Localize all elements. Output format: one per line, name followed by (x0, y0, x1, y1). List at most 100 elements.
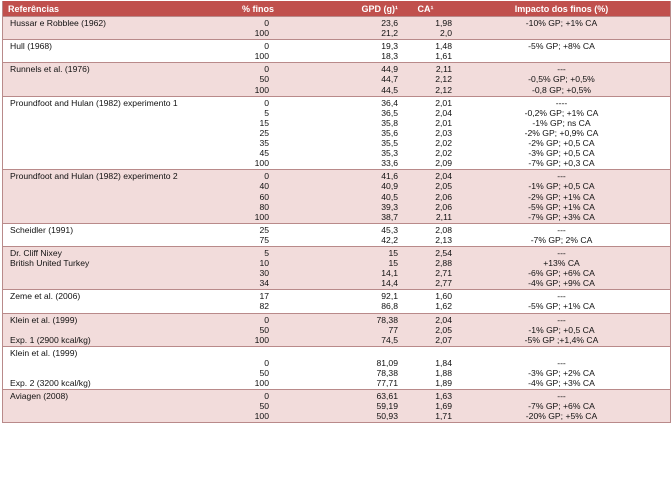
gpd-column: 36,4 36,5 35,8 35,6 35,5 35,3 33,6 (303, 98, 398, 169)
reference-group: Runnels et al. (1976) 0 50 100 44,9 44,7 44,5 2… (3, 62, 670, 96)
ca-column: 1,84 1,88 1,89 (398, 348, 453, 388)
impact-cell: -1% GP; ns CA (532, 117, 591, 128)
reference-cell (10, 74, 208, 84)
ca-cell: 2,05 (435, 324, 452, 335)
ca-cell: 2,71 (435, 268, 452, 279)
impact-cell: -0,8 GP; +0,5% (532, 84, 591, 95)
reference-column: Dr. Cliff Nixey British United Turkey (3, 248, 208, 288)
gpd-cell: 44,9 (381, 64, 398, 75)
gpd-cell: 35,3 (381, 148, 398, 159)
reference-group: Hussar e Robblee (1962) 0 100 23,6 21,2 1,98 2… (3, 16, 670, 40)
ca-cell: 2,54 (435, 247, 452, 258)
ca-cell: 2,08 (435, 224, 452, 235)
impact-cell: -5% GP; +1% CA (528, 301, 595, 312)
reference-column: Proundfoot and Hulan (1982) experimento … (3, 98, 208, 169)
fines-percent-cell: 100 (254, 211, 269, 222)
impact-cell: -7% GP; +3% CA (528, 211, 595, 222)
ca-cell: 1,98 (435, 18, 452, 28)
ca-cell: 2,02 (435, 138, 452, 149)
ca-cell: 1,69 (435, 401, 452, 412)
ca-cell: 1,61 (435, 51, 452, 62)
impact-cell: -4% GP; +9% CA (528, 278, 595, 289)
impact-cell: -7% GP; +6% CA (528, 401, 595, 412)
fines-percent-cell: 60 (259, 191, 269, 202)
impact-cell: --- (557, 224, 566, 235)
reference-cell (10, 301, 208, 311)
ca-cell: 1,71 (435, 411, 452, 422)
reference-cell (10, 148, 208, 158)
reference-cell (10, 128, 208, 138)
reference-group: Aviagen (2008) 0 50 100 63,61 59,19 50,93 1,63 1… (3, 389, 670, 423)
fines-percent-cell: 25 (259, 224, 269, 235)
fines-percent-cell: 0 (264, 97, 269, 108)
gpd-column: 41,6 40,9 40,5 39,3 38,7 (303, 171, 398, 221)
header-references: Referências (8, 3, 60, 14)
ca-column: 2,04 2,05 2,07 (398, 315, 453, 345)
reference-column: Klein et al. (1999) Exp. 1 (2900 kcal/kg) (3, 315, 208, 345)
gpd-cell: 63,61 (376, 391, 398, 402)
impact-cell: --- (557, 291, 566, 302)
reference-cell: Hussar e Robblee (1962) (10, 18, 107, 28)
ca-column: 2,08 2,13 (398, 225, 453, 245)
reference-column: Zeme et al. (2006) (3, 291, 208, 311)
impact-column: --- -7% GP; +6% CA -20% GP; +5% CA (453, 391, 670, 421)
impact-cell: --- (557, 64, 566, 75)
ca-cell: 1,60 (435, 291, 452, 302)
reference-cell (10, 118, 208, 128)
fines-percent-cell: 0 (264, 171, 269, 182)
reference-column: Klein et al. (1999) Exp. 2 (3200 kcal/kg) (3, 348, 208, 388)
gpd-cell: 15 (388, 258, 398, 269)
reference-group: Klein et al. (1999) Exp. 1 (2900 kcal/kg)… (3, 312, 670, 346)
impact-cell: -0,2% GP; +1% CA (524, 107, 599, 118)
fines-percent-column: 25 75 (208, 225, 303, 245)
gpd-column: 23,6 21,2 (303, 18, 398, 38)
ca-column: 1,98 2,0 (398, 18, 453, 38)
impact-cell: --- (557, 391, 566, 402)
ca-cell: 2,01 (435, 117, 452, 128)
ca-cell: 2,03 (435, 127, 452, 138)
ca-cell: 1,63 (435, 391, 452, 402)
reference-group: Dr. Cliff Nixey British United Turkey 5 10 3… (3, 245, 670, 290)
impact-cell: -3% GP; +0,5 CA (528, 148, 595, 159)
header-impact: Impacto dos finos (%) (514, 3, 609, 14)
fines-percent-cell: 100 (254, 84, 269, 95)
reference-cell: Runnels et al. (1976) (10, 64, 90, 75)
reference-group: Zeme et al. (2006) 17 82 92,1 86,8 1,60 1,62 --… (3, 289, 670, 313)
fines-percent-cell: 80 (259, 201, 269, 212)
gpd-cell: 44,5 (381, 84, 398, 95)
reference-column: Scheidler (1991) (3, 225, 208, 245)
fines-percent-column: 0 5 15 25 35 45 100 (208, 98, 303, 169)
ca-cell: 2,04 (435, 314, 452, 325)
reference-column: Proundfoot and Hulan (1982) experimento … (3, 171, 208, 221)
reference-cell: Scheidler (1991) (10, 224, 74, 235)
ca-column: 2,11 2,12 2,12 (398, 64, 453, 94)
fines-percent-cell: 40 (259, 181, 269, 192)
gpd-cell: 40,5 (381, 191, 398, 202)
impact-column: --- -1% GP; +0,5 CA -2% GP; +1% CA -5% GP; … (453, 171, 670, 221)
reference-group: Hull (1968) 0 100 19,3 18,3 1,48 1,61 -5% GP; +… (3, 39, 670, 63)
fines-percent-cell: 100 (254, 378, 269, 389)
reference-cell: Zeme et al. (2006) (10, 291, 81, 302)
gpd-cell: 74,5 (381, 334, 398, 345)
ca-cell: 2,88 (435, 258, 452, 269)
reference-group: Proundfoot and Hulan (1982) experimento … (3, 169, 670, 223)
gpd-cell: 81,09 (376, 357, 398, 368)
gpd-cell: 59,19 (376, 401, 398, 412)
gpd-cell: 77,71 (376, 378, 398, 389)
impact-column: --- -7% GP; 2% CA (453, 225, 670, 245)
reference-cell (10, 325, 208, 335)
gpd-cell: 33,6 (381, 158, 398, 169)
gpd-cell: 92,1 (381, 291, 398, 302)
reference-cell: Dr. Cliff Nixey (10, 247, 62, 258)
fines-percent-cell: 75 (259, 234, 269, 245)
ca-cell: 2,09 (435, 158, 452, 169)
fines-percent-cell: 82 (259, 301, 269, 312)
gpd-cell: 86,8 (381, 301, 398, 312)
fines-percent-cell: 50 (259, 324, 269, 335)
gpd-cell: 45,3 (381, 224, 398, 235)
reference-cell (10, 158, 208, 168)
reference-cell: Proundfoot and Hulan (1982) experimento … (10, 171, 178, 182)
reference-cell (10, 192, 208, 202)
reference-group: Proundfoot and Hulan (1982) experimento … (3, 95, 670, 170)
impact-cell: -4% GP; +3% CA (528, 378, 595, 389)
